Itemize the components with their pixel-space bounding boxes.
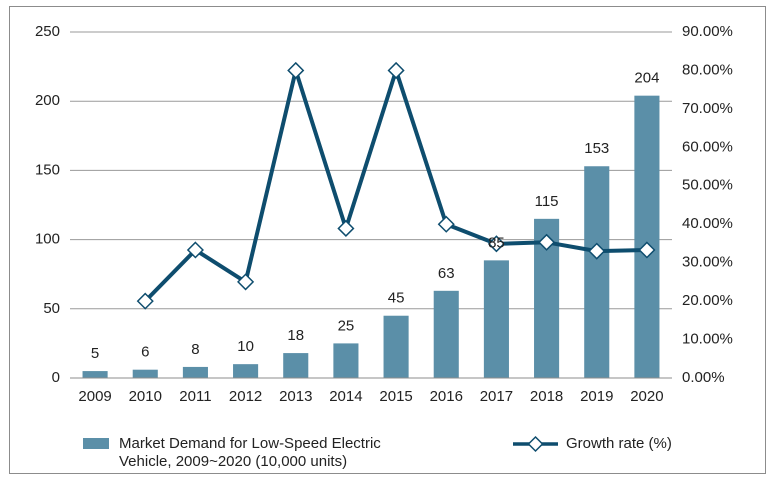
bar xyxy=(483,260,509,378)
growth-rate-point xyxy=(136,292,154,310)
bar-value-label: 153 xyxy=(584,140,609,157)
right-axis-tick-label: 50.00% xyxy=(682,177,733,194)
bar-value-label: 204 xyxy=(634,70,659,87)
growth-rate-point xyxy=(487,235,505,253)
growth-rate-point xyxy=(638,241,656,259)
bar xyxy=(132,369,158,378)
growth-rate-point xyxy=(588,242,606,260)
x-axis-tick-label: 2009 xyxy=(78,388,111,405)
x-axis-tick-label: 2017 xyxy=(480,388,513,405)
right-axis-tick-label: 70.00% xyxy=(682,100,733,117)
bar xyxy=(433,290,459,378)
x-axis-tick-label: 2010 xyxy=(129,388,162,405)
x-axis-tick-label: 2020 xyxy=(630,388,663,405)
growth-rate-point xyxy=(237,273,255,291)
bar-value-label: 6 xyxy=(141,344,149,361)
left-axis-tick-label: 250 xyxy=(35,23,60,40)
bar xyxy=(634,95,660,378)
growth-rate-point xyxy=(287,61,305,80)
right-axis-tick-label: 30.00% xyxy=(682,254,733,271)
bar-value-label: 25 xyxy=(338,317,355,334)
bars-layer xyxy=(82,95,660,378)
growth-rate-line xyxy=(143,68,647,303)
bar xyxy=(333,343,359,378)
legend-line-label: Growth rate (%) xyxy=(566,435,672,452)
x-axis-tick-label: 2012 xyxy=(229,388,262,405)
bar xyxy=(233,364,259,378)
legend-bar-label-line1: Market Demand for Low-Speed Electric xyxy=(119,435,381,452)
bar xyxy=(584,166,610,378)
bar-value-label: 18 xyxy=(287,327,304,344)
x-axis-tick-label: 2016 xyxy=(430,388,463,405)
right-axis-tick-label: 40.00% xyxy=(682,215,733,232)
left-axis-tick-label: 100 xyxy=(35,231,60,248)
bar-value-label: 45 xyxy=(388,290,405,307)
growth-rate-point xyxy=(337,219,355,238)
right-axis-tick-label: 10.00% xyxy=(682,331,733,348)
bar xyxy=(283,353,309,378)
growth-rate-point xyxy=(538,233,556,251)
right-axis-tick-label: 60.00% xyxy=(682,138,733,155)
growth-rate-point xyxy=(437,215,455,233)
bar-value-label: 63 xyxy=(438,265,455,282)
x-axis-tick-label: 2014 xyxy=(329,388,362,405)
legend-bar-label-line2: Vehicle, 2009~2020 (10,000 units) xyxy=(119,453,347,470)
bar xyxy=(383,315,409,378)
left-axis-tick-label: 150 xyxy=(35,161,60,178)
line-layer xyxy=(136,61,656,310)
growth-rate-point xyxy=(387,61,405,80)
right-axis-tick-label: 90.00% xyxy=(682,23,733,40)
right-axis-tick-label: 20.00% xyxy=(682,292,733,309)
left-axis-tick-label: 200 xyxy=(35,92,60,109)
bar xyxy=(82,371,108,378)
x-axis-tick-label: 2013 xyxy=(279,388,312,405)
grid-layer xyxy=(70,31,672,310)
growth-rate-point xyxy=(186,241,204,259)
right-axis-tick-label: 0.00% xyxy=(682,369,725,386)
bar-value-label: 85 xyxy=(488,234,505,251)
legend-line-marker xyxy=(527,435,544,453)
bar-value-label: 10 xyxy=(237,338,254,355)
bar-value-label: 5 xyxy=(91,345,99,362)
right-axis-tick-label: 80.00% xyxy=(682,61,733,78)
axis-layer: 0 50 100 150 200 250 0.00% 10.00% 20.00% 30.00% 40… xyxy=(35,23,733,405)
bar-value-label: 8 xyxy=(191,341,199,358)
legend: Market Demand for Low-Speed Electric Veh… xyxy=(83,435,672,470)
x-axis-tick-label: 2015 xyxy=(379,388,412,405)
bar-value-label: 115 xyxy=(535,193,559,210)
legend-bar-swatch xyxy=(83,438,109,449)
left-axis-tick-label: 50 xyxy=(43,300,60,317)
x-axis-tick-label: 2018 xyxy=(530,388,563,405)
bar xyxy=(182,366,208,378)
x-axis-tick-label: 2011 xyxy=(179,388,211,405)
left-axis-tick-label: 0 xyxy=(52,369,60,386)
x-axis-tick-label: 2019 xyxy=(580,388,613,405)
labels-layer: 5 6 8 10 18 25 45 63 85 115 153 204 xyxy=(91,70,660,362)
